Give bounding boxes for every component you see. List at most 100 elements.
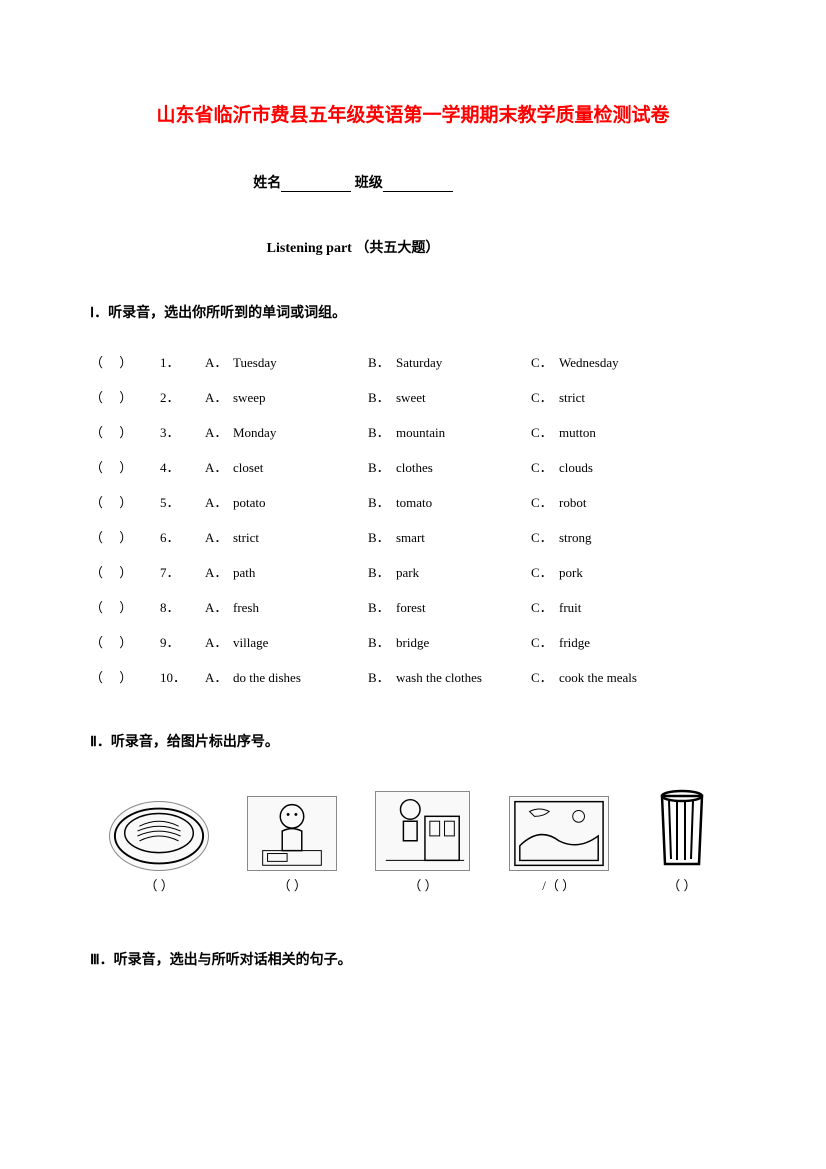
listening-part-header: Listening part （共五大题） (0, 237, 736, 257)
label-b: B． (368, 457, 396, 476)
label-b: B． (368, 632, 396, 651)
label-b: B． (368, 527, 396, 546)
label-c: C． (531, 492, 559, 511)
option-c: Wednesday (559, 355, 679, 371)
images-row: （ ） （ ） （ ） /（ ） （ (90, 786, 736, 894)
paren[interactable]: （ ） (90, 422, 160, 441)
label-b: B． (368, 422, 396, 441)
label-a: A． (205, 632, 233, 651)
qnum: 2． (160, 387, 205, 406)
img-paren[interactable]: （ ） (408, 875, 437, 894)
option-c: fruit (559, 600, 679, 616)
option-c: pork (559, 565, 679, 581)
option-a: potato (233, 495, 368, 511)
plate-food-icon (109, 801, 209, 871)
paren[interactable]: （ ） (90, 667, 160, 686)
child-cooking-icon (375, 791, 470, 871)
option-a: Monday (233, 425, 368, 441)
qnum: 6． (160, 527, 205, 546)
option-b: bridge (396, 635, 531, 651)
label-c: C． (531, 422, 559, 441)
question-row: （ ） 10． A． do the dishes B． wash the clo… (90, 667, 736, 686)
question-row: （ ） 8． A． fresh B． forest C． fruit (90, 597, 736, 616)
paren[interactable]: （ ） (90, 457, 160, 476)
option-c: strict (559, 390, 679, 406)
option-a: Tuesday (233, 355, 368, 371)
qnum: 7． (160, 562, 205, 581)
label-c: C． (531, 527, 559, 546)
section3-title: Ⅲ．听录音，选出与所听对话相关的句子。 (90, 949, 736, 969)
paren[interactable]: （ ） (90, 527, 160, 546)
qnum: 4． (160, 457, 205, 476)
option-c: fridge (559, 635, 679, 651)
option-c: strong (559, 530, 679, 546)
image-item: （ ） (375, 791, 470, 894)
question-row: （ ） 3． A． Monday B． mountain C． mutton (90, 422, 736, 441)
paren[interactable]: （ ） (90, 597, 160, 616)
paren[interactable]: （ ） (90, 562, 160, 581)
label-a: A． (205, 422, 233, 441)
question-row: （ ） 7． A． path B． park C． pork (90, 562, 736, 581)
name-label: 姓名 (253, 176, 281, 191)
option-a: sweep (233, 390, 368, 406)
label-b: B． (368, 492, 396, 511)
qnum: 3． (160, 422, 205, 441)
questions-list: （ ） 1． A． Tuesday B． Saturday C． Wednesd… (90, 352, 736, 686)
qnum: 1． (160, 352, 205, 371)
label-b: B． (368, 387, 396, 406)
label-c: C． (531, 562, 559, 581)
label-a: A． (205, 597, 233, 616)
option-b: park (396, 565, 531, 581)
option-b: tomato (396, 495, 531, 511)
option-c: cook the meals (559, 670, 679, 686)
section1-title: Ⅰ．听录音，选出你所听到的单词或词组。 (90, 302, 736, 322)
option-a: closet (233, 460, 368, 476)
option-b: wash the clothes (396, 670, 531, 686)
paren[interactable]: （ ） (90, 492, 160, 511)
label-a: A． (205, 527, 233, 546)
qnum: 9． (160, 632, 205, 651)
option-a: village (233, 635, 368, 651)
option-b: forest (396, 600, 531, 616)
option-a: do the dishes (233, 670, 368, 686)
name-class-row: 姓名 班级 (0, 172, 736, 192)
image-item: （ ） (109, 801, 209, 894)
label-a: A． (205, 457, 233, 476)
label-a: A． (205, 667, 233, 686)
paren[interactable]: （ ） (90, 632, 160, 651)
trash-bin-icon (647, 786, 717, 871)
class-label: 班级 (355, 176, 383, 191)
question-row: （ ） 4． A． closet B． clothes C． clouds (90, 457, 736, 476)
img-paren[interactable]: （ ） (667, 875, 696, 894)
label-c: C． (531, 632, 559, 651)
option-c: clouds (559, 460, 679, 476)
option-c: robot (559, 495, 679, 511)
label-b: B． (368, 562, 396, 581)
qnum: 5． (160, 492, 205, 511)
question-row: （ ） 5． A． potato B． tomato C． robot (90, 492, 736, 511)
img-paren[interactable]: （ ） (144, 875, 173, 894)
label-b: B． (368, 352, 396, 371)
option-a: strict (233, 530, 368, 546)
name-blank[interactable] (281, 178, 351, 192)
question-row: （ ） 9． A． village B． bridge C． fridge (90, 632, 736, 651)
paren[interactable]: （ ） (90, 387, 160, 406)
page-title: 山东省临沂市费县五年级英语第一学期期末教学质量检测试卷 (90, 100, 736, 127)
img-paren[interactable]: /（ ） (542, 875, 575, 894)
image-item: /（ ） (509, 796, 609, 894)
label-c: C． (531, 387, 559, 406)
option-b: mountain (396, 425, 531, 441)
option-c: mutton (559, 425, 679, 441)
option-a: fresh (233, 600, 368, 616)
question-row: （ ） 2． A． sweep B． sweet C． strict (90, 387, 736, 406)
label-a: A． (205, 562, 233, 581)
img-paren[interactable]: （ ） (278, 875, 307, 894)
option-b: sweet (396, 390, 531, 406)
paren[interactable]: （ ） (90, 352, 160, 371)
label-c: C． (531, 457, 559, 476)
label-c: C． (531, 667, 559, 686)
class-blank[interactable] (383, 178, 453, 192)
label-a: A． (205, 352, 233, 371)
qnum: 10． (160, 667, 205, 686)
label-c: C． (531, 597, 559, 616)
